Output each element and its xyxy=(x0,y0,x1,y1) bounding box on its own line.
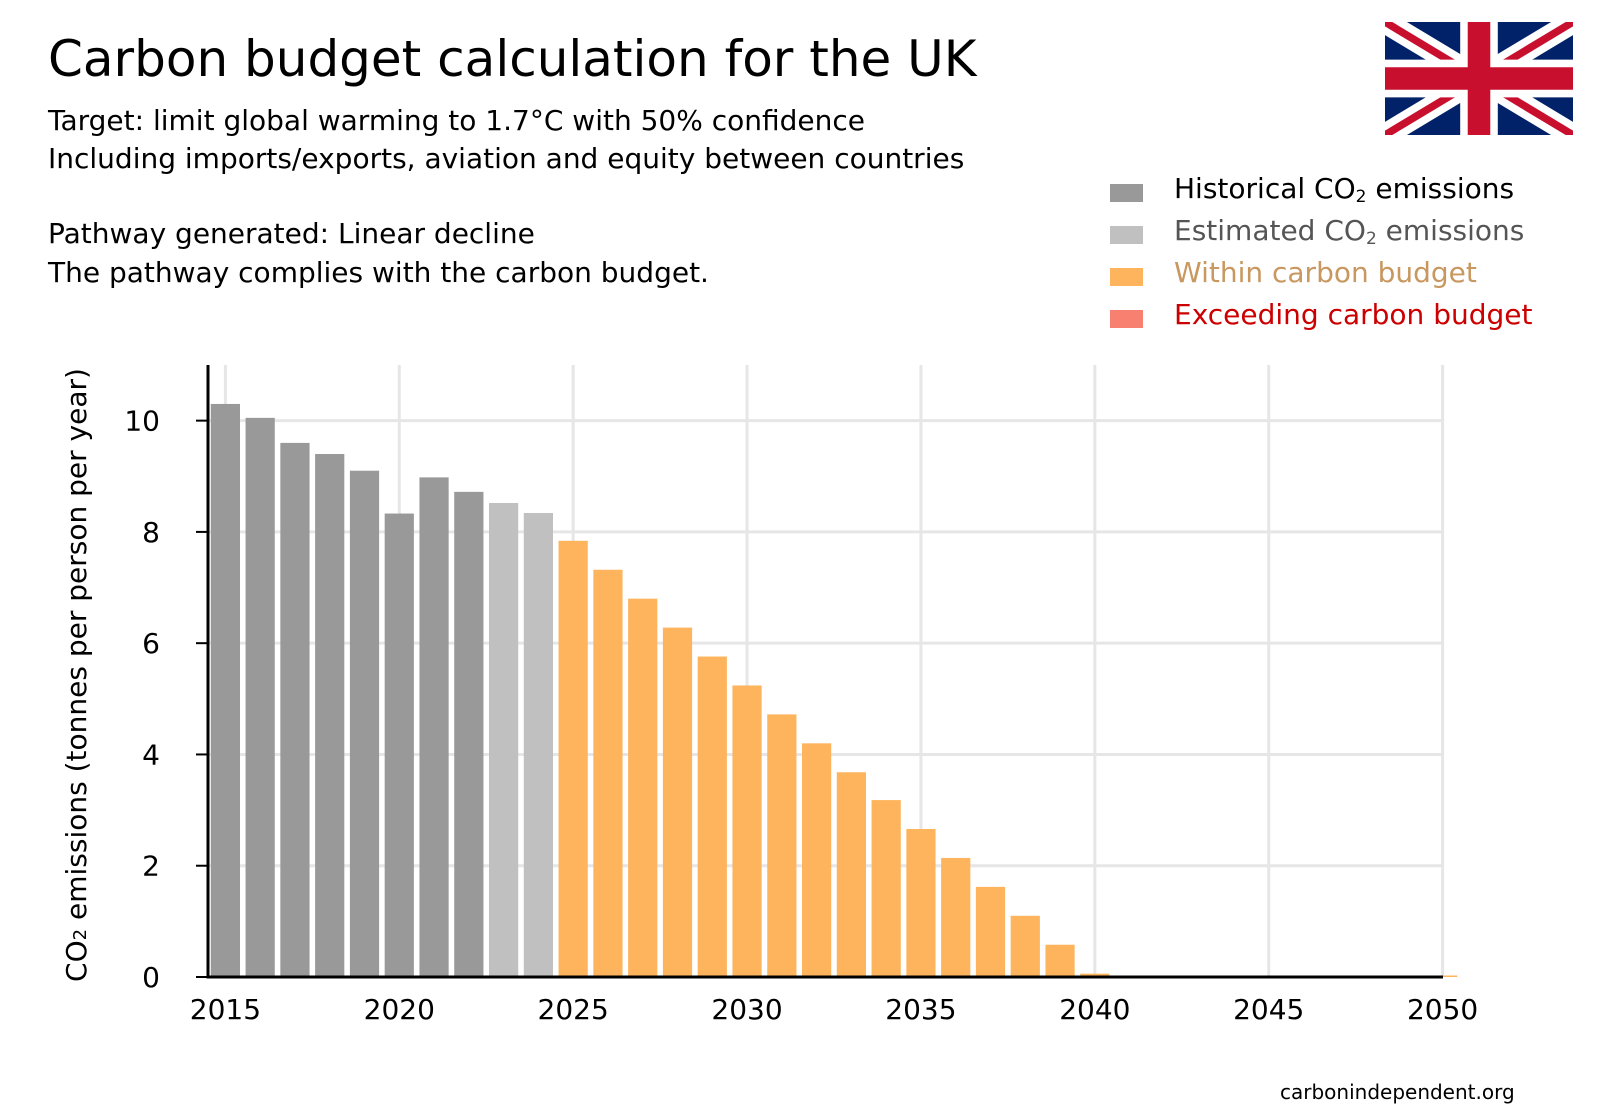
y-tick-label: 10 xyxy=(124,405,160,438)
x-tick-label: 2015 xyxy=(190,993,261,1026)
y-axis-label: CO2 emissions (tonnes per person per yea… xyxy=(60,368,93,982)
bar-2016 xyxy=(245,417,275,977)
legend-swatch xyxy=(1110,226,1143,244)
source-credit: carbonindependent.org xyxy=(1280,1080,1515,1104)
legend-label: Estimated CO2 emissions xyxy=(1174,214,1525,249)
axes: 0 2 4 6 8 10 2015 2020 2025 2030 2035 2040 2045 2050 xyxy=(124,365,1478,1026)
x-tick-label: 2035 xyxy=(885,993,956,1026)
bar-2039 xyxy=(1045,944,1075,977)
y-tick-label: 8 xyxy=(142,516,160,549)
bar-2029 xyxy=(697,656,727,977)
legend-label: Within carbon budget xyxy=(1174,256,1477,289)
bar-2021 xyxy=(419,477,449,977)
bar-2035 xyxy=(906,829,936,977)
legend-label: Historical CO2 emissions xyxy=(1174,172,1515,207)
x-tick-label: 2040 xyxy=(1059,993,1130,1026)
legend-swatch xyxy=(1110,184,1143,202)
legend-swatch xyxy=(1110,268,1143,286)
chart-title: Carbon budget calculation for the UK xyxy=(48,30,977,88)
bar-2024 xyxy=(523,512,553,977)
bar-2017 xyxy=(280,442,310,978)
x-tick-label: 2030 xyxy=(711,993,782,1026)
bar-2040 xyxy=(1080,973,1110,977)
target-text: Target: limit global warming to 1.7°C wi… xyxy=(48,104,866,137)
bar-2030 xyxy=(732,685,762,977)
x-tick-label: 2025 xyxy=(538,993,609,1026)
scope-text: Including imports/exports, aviation and … xyxy=(48,142,965,175)
uk-flag-icon xyxy=(1385,22,1573,135)
bar-2031 xyxy=(767,714,797,977)
pathway-text: Pathway generated: Linear decline xyxy=(48,217,535,250)
bar-2033 xyxy=(836,772,866,977)
bar-2028 xyxy=(662,627,693,977)
bar-2019 xyxy=(349,470,380,977)
bar-2036 xyxy=(941,857,971,977)
y-axis-label-sub: 2 xyxy=(70,929,91,940)
x-tick-label: 2045 xyxy=(1233,993,1304,1026)
bar-2032 xyxy=(802,743,832,977)
bar-2020 xyxy=(384,513,414,977)
bar-2026 xyxy=(593,569,623,977)
x-tick-label: 2050 xyxy=(1407,993,1478,1026)
bars xyxy=(210,403,1458,978)
y-tick-label: 6 xyxy=(142,627,160,660)
bar-2015 xyxy=(210,403,240,978)
bar-2018 xyxy=(315,454,345,977)
compliance-text: The pathway complies with the carbon bud… xyxy=(48,256,709,289)
bar-2034 xyxy=(871,800,901,977)
bar-2023 xyxy=(489,502,519,977)
y-tick-label: 2 xyxy=(142,850,160,883)
bar-2037 xyxy=(975,886,1006,977)
bar-2022 xyxy=(454,491,484,977)
legend-swatch xyxy=(1110,310,1143,328)
bar-2038 xyxy=(1010,915,1040,977)
legend-label: Exceeding carbon budget xyxy=(1174,298,1533,331)
y-tick-label: 4 xyxy=(142,738,160,771)
bar-2025 xyxy=(558,540,588,977)
y-tick-label: 0 xyxy=(142,961,160,994)
x-tick-label: 2020 xyxy=(364,993,435,1026)
bar-2027 xyxy=(628,598,658,977)
